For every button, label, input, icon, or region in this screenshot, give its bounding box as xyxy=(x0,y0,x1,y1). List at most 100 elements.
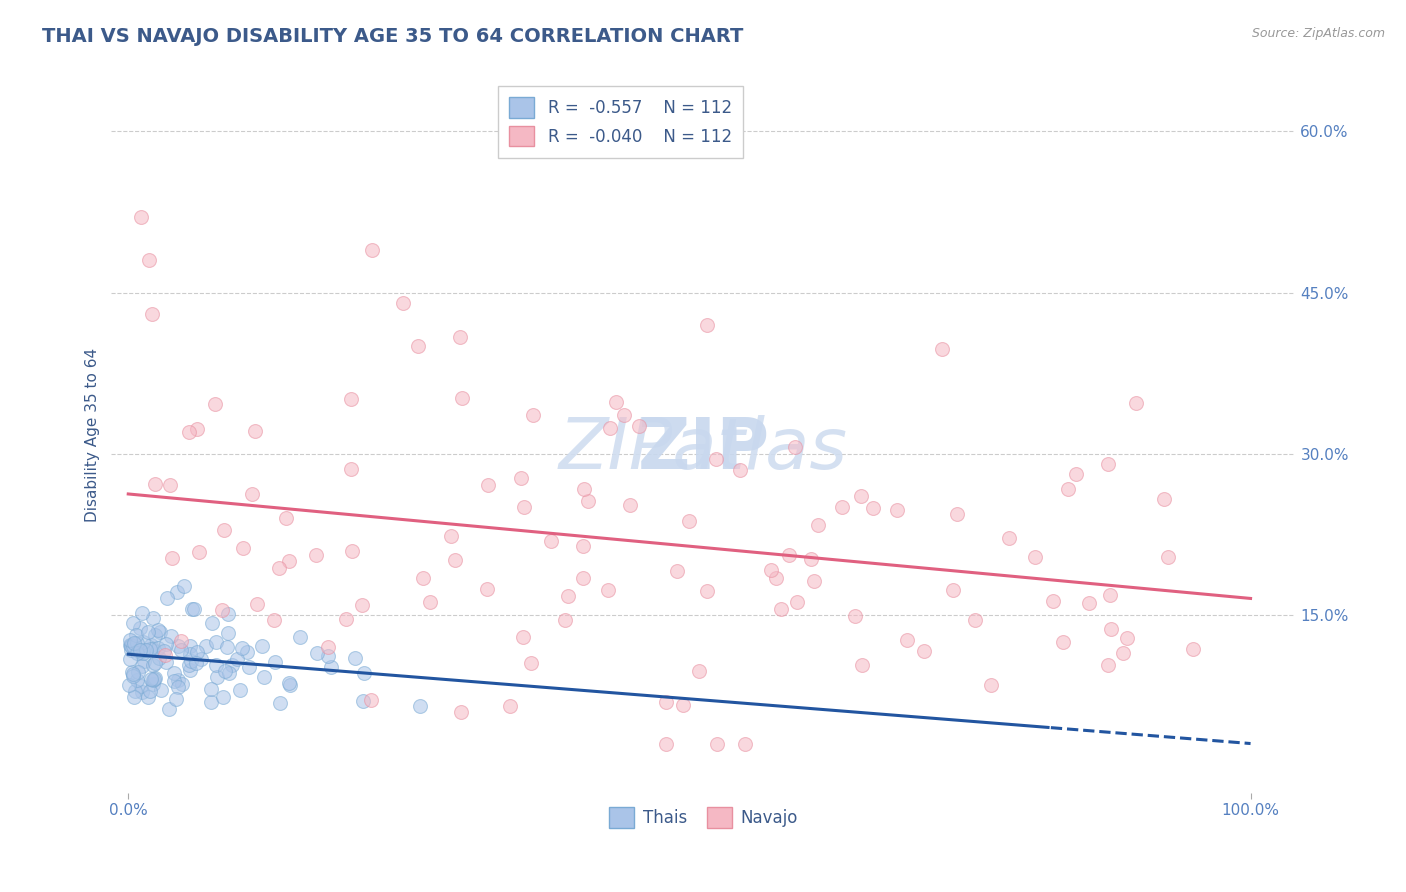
Point xyxy=(167,673,190,688)
Point xyxy=(143,476,166,491)
Point xyxy=(352,694,374,708)
Point xyxy=(232,541,254,555)
Point xyxy=(499,699,522,714)
Point xyxy=(980,678,1002,692)
Point xyxy=(520,656,543,670)
Point xyxy=(350,598,373,612)
Point xyxy=(194,639,217,653)
Point xyxy=(153,648,176,662)
Point xyxy=(761,563,783,577)
Point xyxy=(786,595,808,609)
Point xyxy=(688,664,710,678)
Point xyxy=(627,419,650,434)
Point xyxy=(205,658,228,673)
Point xyxy=(666,564,689,578)
Point xyxy=(155,655,177,669)
Point xyxy=(678,514,700,528)
Point xyxy=(599,421,621,435)
Point xyxy=(142,611,165,625)
Point xyxy=(142,673,165,687)
Point xyxy=(165,692,187,706)
Point xyxy=(118,638,141,652)
Point xyxy=(134,654,156,668)
Point xyxy=(177,425,200,439)
Point xyxy=(141,307,163,321)
Point xyxy=(696,318,718,333)
Point xyxy=(844,609,866,624)
Point xyxy=(353,665,375,680)
Point xyxy=(160,551,183,566)
Point xyxy=(269,560,291,574)
Point xyxy=(619,498,641,512)
Point xyxy=(851,658,873,673)
Point xyxy=(186,644,208,658)
Point xyxy=(160,628,183,642)
Point xyxy=(849,489,872,503)
Point xyxy=(179,639,201,653)
Point xyxy=(157,702,180,716)
Point xyxy=(122,639,145,653)
Point xyxy=(319,660,342,674)
Point xyxy=(886,503,908,517)
Point xyxy=(451,391,474,405)
Point xyxy=(477,478,499,492)
Point xyxy=(221,658,243,673)
Point xyxy=(728,463,751,477)
Point xyxy=(250,639,273,653)
Point xyxy=(912,644,935,658)
Point xyxy=(120,639,142,653)
Point xyxy=(214,664,236,678)
Point xyxy=(800,552,823,566)
Point xyxy=(129,211,152,225)
Point xyxy=(450,705,472,719)
Point xyxy=(1097,657,1119,672)
Point xyxy=(170,634,193,648)
Point xyxy=(180,654,202,668)
Point xyxy=(765,570,787,584)
Point xyxy=(138,690,160,704)
Point xyxy=(122,636,145,650)
Point xyxy=(228,683,250,698)
Point xyxy=(769,602,792,616)
Point xyxy=(173,579,195,593)
Point xyxy=(513,500,536,514)
Point xyxy=(238,659,260,673)
Point xyxy=(226,652,249,666)
Y-axis label: Disability Age 35 to 64: Disability Age 35 to 64 xyxy=(86,348,100,522)
Point xyxy=(557,589,579,603)
Point xyxy=(277,554,299,568)
Point xyxy=(1057,482,1080,496)
Point xyxy=(136,625,159,640)
Point xyxy=(125,647,148,661)
Point xyxy=(188,545,211,559)
Point xyxy=(307,646,329,660)
Point xyxy=(412,571,434,585)
Point xyxy=(1097,458,1119,472)
Point xyxy=(121,665,143,680)
Point xyxy=(540,534,562,549)
Point xyxy=(125,673,148,688)
Point xyxy=(143,628,166,642)
Point xyxy=(143,656,166,670)
Point xyxy=(269,697,291,711)
Point xyxy=(572,482,595,496)
Point xyxy=(406,339,429,353)
Point xyxy=(1042,594,1064,608)
Point xyxy=(125,636,148,650)
Point xyxy=(803,574,825,589)
Point xyxy=(124,690,146,704)
Point xyxy=(120,633,142,648)
Point xyxy=(212,690,235,705)
Point xyxy=(141,672,163,686)
Point xyxy=(166,585,188,599)
Text: ZIP: ZIP xyxy=(637,415,769,483)
Point xyxy=(246,597,269,611)
Point xyxy=(128,621,150,635)
Point xyxy=(318,648,340,663)
Point xyxy=(572,539,595,553)
Text: ZIPatlas: ZIPatlas xyxy=(560,415,848,483)
Point xyxy=(186,656,208,670)
Point xyxy=(339,392,361,406)
Point xyxy=(806,517,828,532)
Point xyxy=(186,422,208,436)
